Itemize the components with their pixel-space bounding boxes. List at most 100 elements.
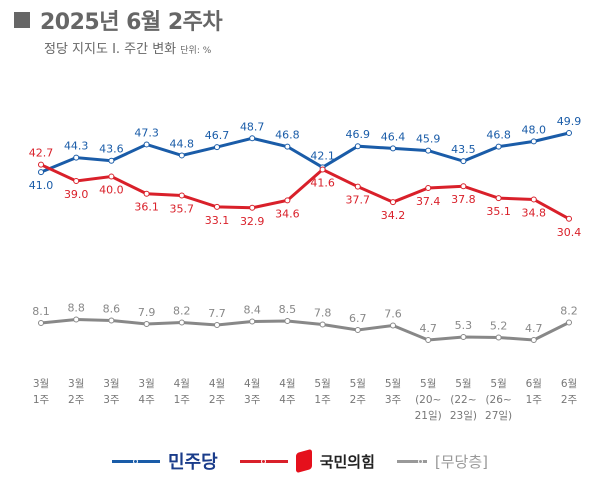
page-title: 2025년 6월 2주차 xyxy=(14,4,223,36)
title-square-icon xyxy=(14,12,30,28)
legend-label: 민주당 xyxy=(168,452,218,473)
data-label: 35.7 xyxy=(170,202,195,215)
data-label: 46.4 xyxy=(381,130,406,143)
data-point xyxy=(178,319,185,326)
x-tick-label: (20~ xyxy=(415,394,441,406)
x-tick-label: 4월 xyxy=(244,378,260,390)
x-tick-label: 4주 xyxy=(279,394,296,406)
data-point xyxy=(284,143,291,150)
data-label: 42.7 xyxy=(29,147,54,160)
data-label: 37.4 xyxy=(416,195,441,208)
data-label: 47.3 xyxy=(134,126,159,139)
data-label: 8.5 xyxy=(279,303,297,316)
legend-line-icon xyxy=(396,458,427,464)
data-label: 32.9 xyxy=(240,215,265,228)
x-tick-label: 3월 xyxy=(33,378,49,390)
x-tick-label: 6월 xyxy=(526,378,542,390)
data-point xyxy=(566,215,572,222)
data-label: 46.8 xyxy=(486,129,511,142)
data-label: 49.9 xyxy=(557,115,582,128)
data-label: 41.6 xyxy=(310,177,335,190)
x-tick-label: 2주 xyxy=(68,394,85,406)
data-label: 34.8 xyxy=(522,206,547,219)
data-point xyxy=(214,144,220,151)
data-label: 48.0 xyxy=(522,123,547,136)
data-label: 8.2 xyxy=(560,305,578,318)
data-label: 30.4 xyxy=(557,226,582,239)
data-label: 7.7 xyxy=(208,307,226,320)
x-tick-label: 23일) xyxy=(450,409,477,422)
data-point xyxy=(530,337,537,343)
data-point xyxy=(390,145,396,152)
data-label: 43.6 xyxy=(99,143,124,156)
data-point xyxy=(143,141,150,148)
x-tick-label: 3주 xyxy=(103,394,120,406)
data-point xyxy=(390,199,396,206)
data-point xyxy=(425,147,432,154)
data-point xyxy=(425,185,432,191)
series-line-0 xyxy=(40,131,570,174)
data-point xyxy=(284,318,291,324)
data-label: 34.2 xyxy=(381,209,406,222)
data-point xyxy=(249,204,256,211)
x-tick-label: 5월 xyxy=(455,378,471,390)
x-tick-label: 2주 xyxy=(209,394,226,406)
x-tick-label: 4주 xyxy=(138,394,155,406)
data-label: 5.3 xyxy=(455,319,473,332)
legend-label: [무당층] xyxy=(434,452,488,471)
x-tick-label: 3월 xyxy=(68,378,84,390)
x-tick-label: 3주 xyxy=(244,394,261,406)
legend-label: 국민의힘 xyxy=(319,452,375,471)
data-point xyxy=(38,161,44,168)
data-label: 48.7 xyxy=(240,120,265,133)
x-tick-label: 1주 xyxy=(526,394,543,406)
data-point xyxy=(354,143,361,150)
data-point xyxy=(73,177,80,184)
x-tick-label: 3월 xyxy=(138,378,154,390)
data-point xyxy=(178,152,185,159)
data-point xyxy=(354,327,361,333)
data-label: 8.6 xyxy=(103,303,121,316)
data-label: 42.1 xyxy=(310,149,335,162)
legend-line-icon xyxy=(239,458,288,464)
data-label: 34.6 xyxy=(275,207,300,220)
data-point xyxy=(73,154,80,161)
legend-item-minju: 민주당 xyxy=(112,448,218,474)
data-point xyxy=(178,192,185,199)
data-label: 40.0 xyxy=(99,184,124,197)
x-tick-label: 5월 xyxy=(420,378,436,390)
data-label: 33.1 xyxy=(205,214,230,227)
x-tick-label: (26~ xyxy=(485,394,511,406)
x-tick-label: 2주 xyxy=(561,394,578,406)
title-text: 2025년 6월 2주차 xyxy=(40,10,223,35)
data-point xyxy=(143,321,150,327)
data-label: 39.0 xyxy=(64,188,89,201)
data-label: 41.0 xyxy=(29,179,54,192)
data-point xyxy=(108,173,115,180)
data-point xyxy=(495,334,502,341)
data-label: 43.5 xyxy=(451,143,476,156)
data-point xyxy=(143,190,150,197)
data-point xyxy=(108,157,115,164)
series-line-2 xyxy=(40,317,570,342)
data-point xyxy=(73,316,80,323)
unit-label: 단위: % xyxy=(180,46,212,56)
data-point xyxy=(319,321,326,328)
data-label: 8.4 xyxy=(243,304,261,317)
x-tick-label: 1주 xyxy=(33,394,50,406)
data-point xyxy=(460,334,467,340)
data-label: 8.2 xyxy=(173,305,191,318)
data-label: 35.1 xyxy=(486,205,511,218)
data-point xyxy=(284,197,291,204)
data-point xyxy=(495,143,502,150)
x-tick-label: 3월 xyxy=(103,378,119,390)
data-point xyxy=(390,322,396,329)
data-point xyxy=(214,322,220,328)
data-label: 5.2 xyxy=(490,320,508,333)
legend: 민주당 국민의힘 [무당층] xyxy=(0,448,600,474)
data-point xyxy=(108,317,115,324)
data-label: 46.9 xyxy=(346,128,371,141)
data-point xyxy=(460,183,467,190)
x-tick-label: 5월 xyxy=(350,378,366,390)
